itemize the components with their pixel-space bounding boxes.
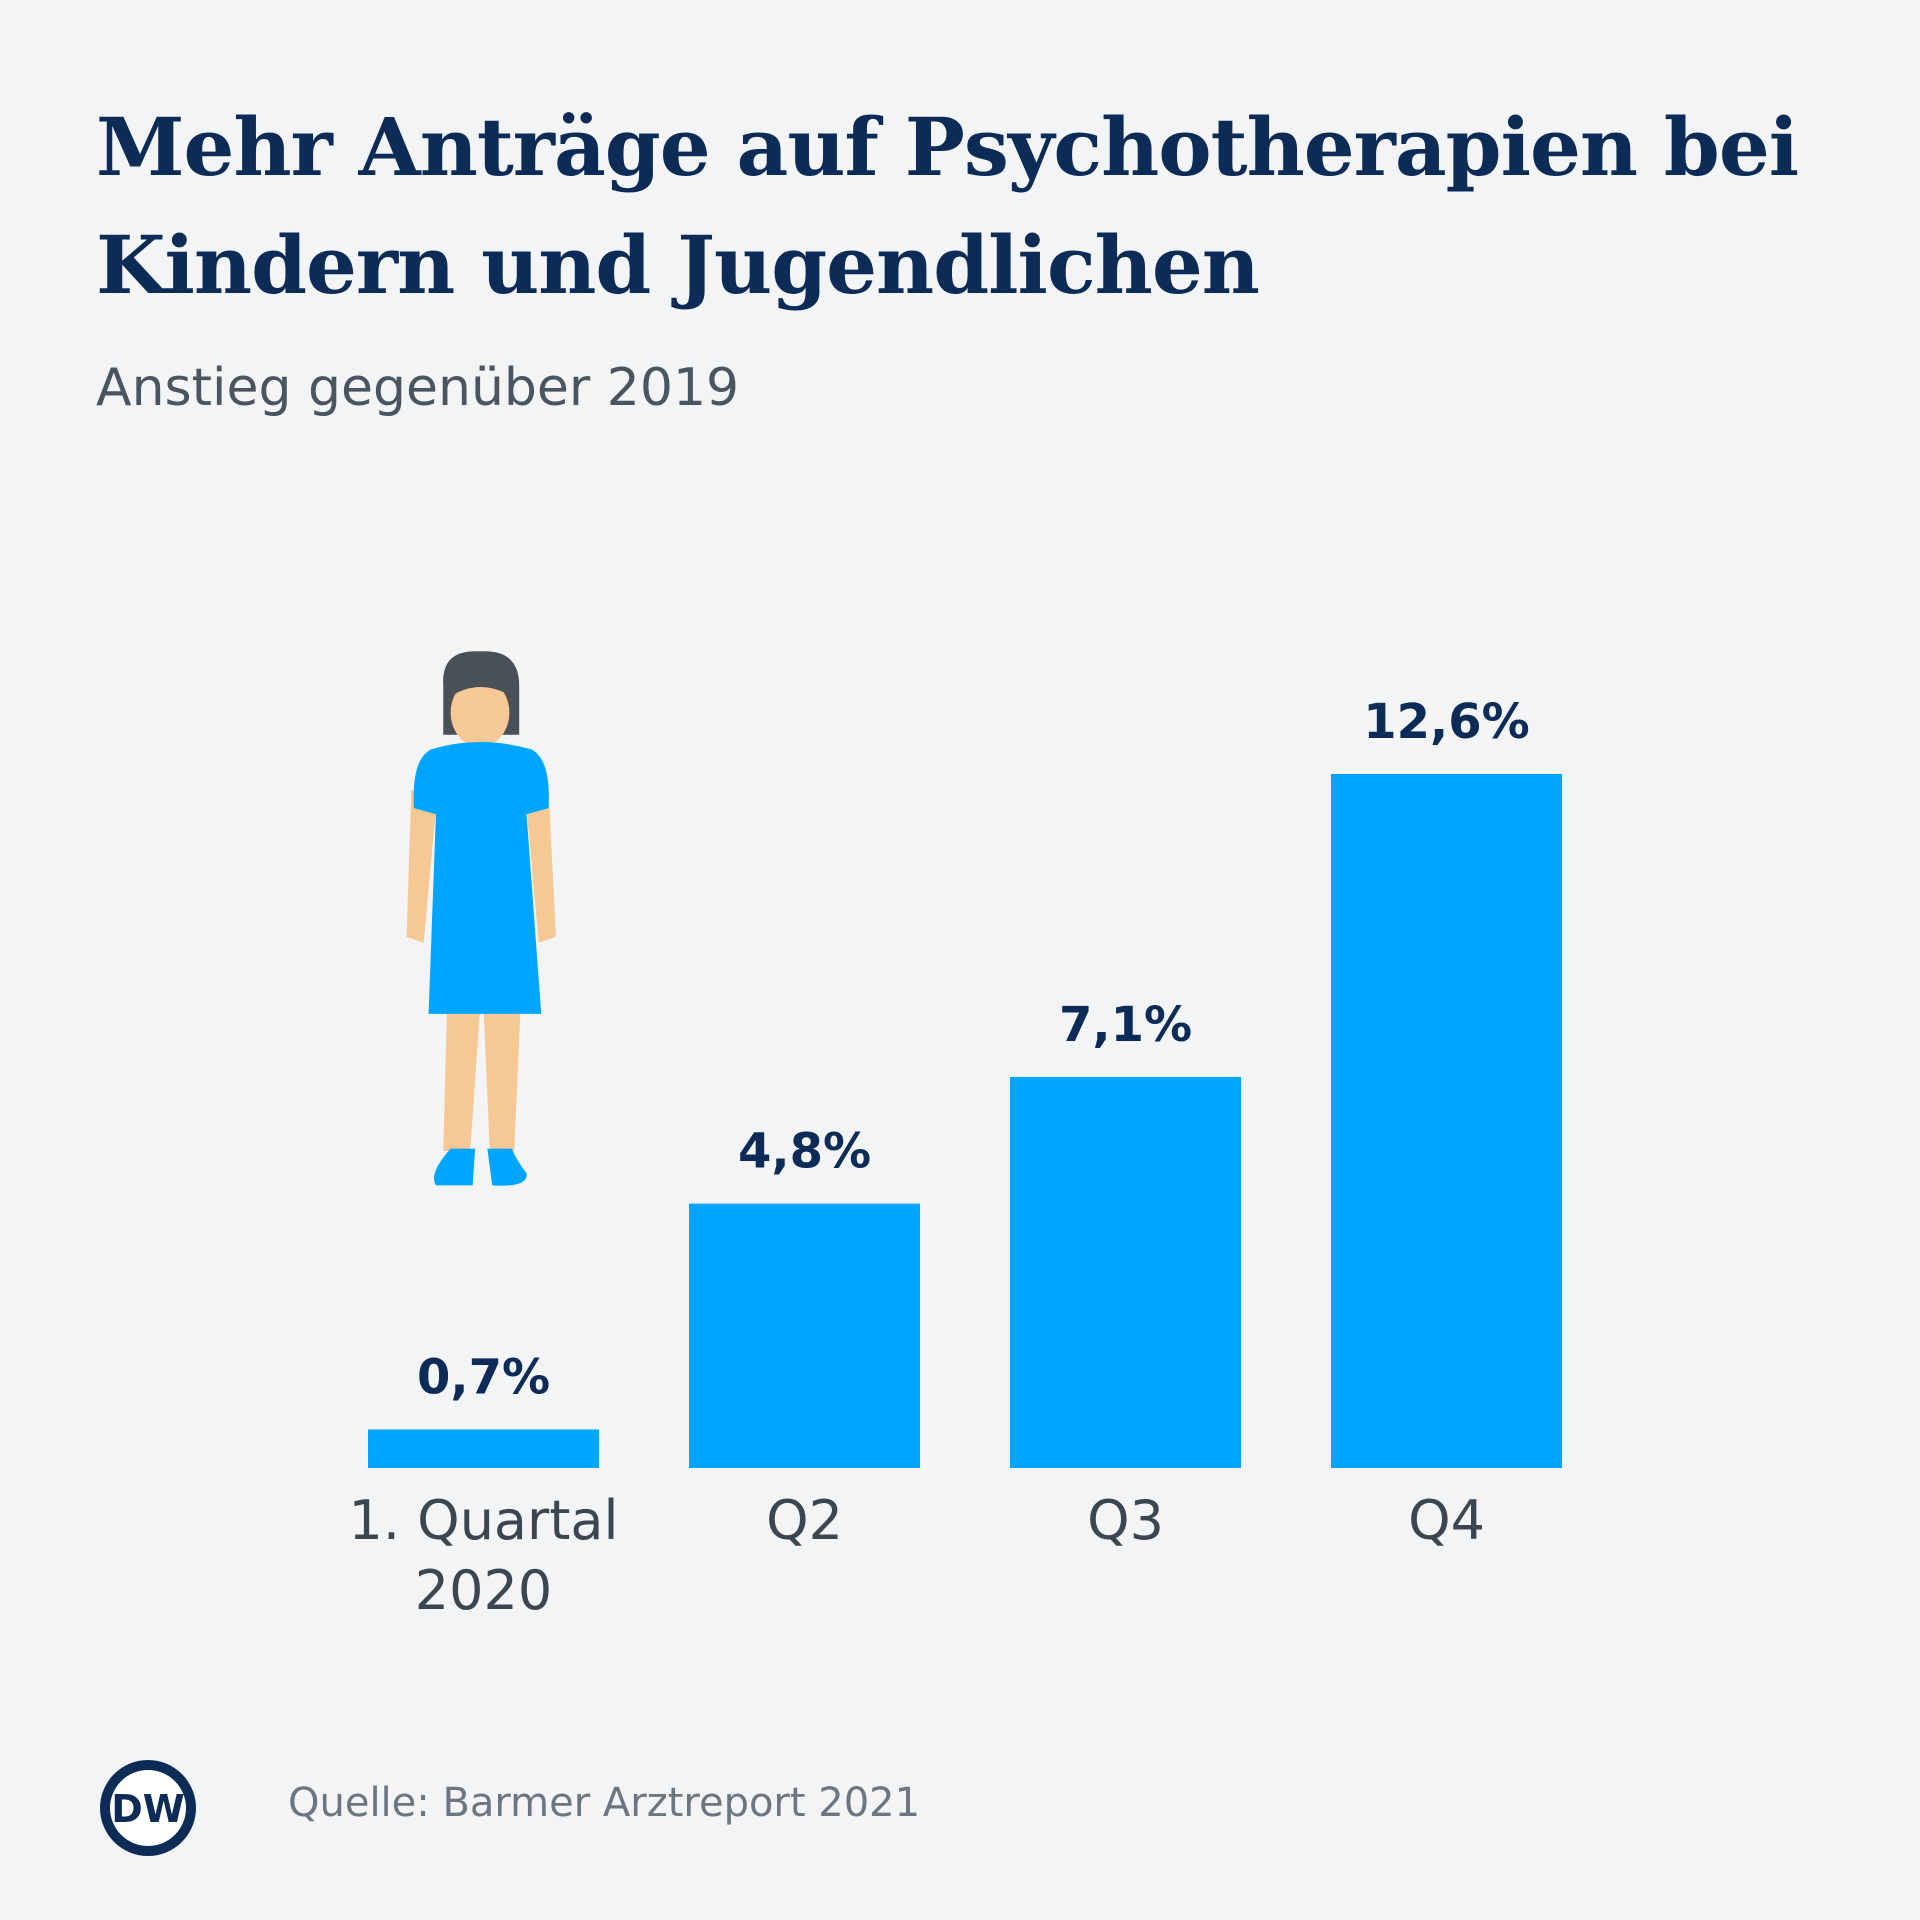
bar [1010, 1076, 1241, 1468]
bar [368, 1429, 599, 1468]
dw-logo: DW [100, 1760, 196, 1856]
value-label: 4,8% [738, 1124, 871, 1180]
x-tick-label: Q2 [766, 1489, 843, 1552]
bar [1331, 774, 1562, 1468]
x-tick-label: 1. Quartal 2020 [348, 1489, 619, 1622]
x-tick-label: Q3 [1087, 1489, 1164, 1552]
value-label: 7,1% [1059, 997, 1192, 1053]
logo-text: DW [111, 1787, 184, 1831]
value-label: 12,6% [1363, 694, 1530, 750]
value-label: 0,7% [417, 1349, 550, 1405]
child-illustration [406, 651, 556, 1186]
chart-title: Mehr Anträge auf Psychotherapien bei Kin… [96, 100, 1799, 312]
x-tick-label: Q4 [1408, 1489, 1485, 1552]
source: Quelle: Barmer Arztreport 2021 [288, 1780, 921, 1826]
chart-subtitle: Anstieg gegenüber 2019 [96, 358, 740, 418]
bar [689, 1203, 920, 1468]
